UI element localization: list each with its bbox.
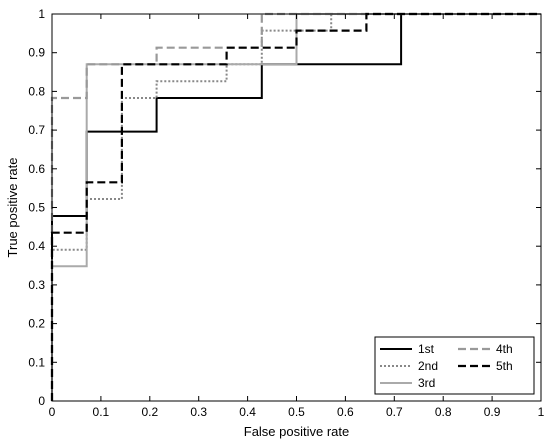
y-tick-label: 0.9 [28,46,45,60]
y-tick-label: 0 [38,394,45,408]
y-tick-label: 0.7 [28,123,45,137]
x-tick-label: 0.9 [484,405,501,419]
y-tick-label: 0.2 [28,317,45,331]
y-tick-label: 0.5 [28,201,45,215]
x-tick-label: 0 [49,405,56,419]
legend-label-2nd: 2nd [418,359,438,373]
ticks-layer: 0 0.1 0.2 0.3 0.4 0.5 0.6 0.7 0.8 0.9 1 0 0.1 0.2 0.3 0… [28,7,544,419]
x-tick-label: 1 [538,405,545,419]
series-line-1st [51,13,541,401]
x-tick-label: 0.3 [190,405,207,419]
x-tick-label: 0.2 [141,405,158,419]
series-line-2nd [51,13,541,401]
legend: 1st 2nd 3rd 4th 5th [374,336,535,395]
series-line-5th [50,12,541,401]
y-tick-label: 0.8 [28,84,45,98]
x-tick-label: 0.7 [386,405,403,419]
y-axis-label: True positive rate [5,158,20,258]
y-tick-label: 0.1 [28,355,45,369]
y-tick-label: 0.4 [28,239,45,253]
x-axis-label: False positive rate [244,424,350,439]
legend-label-3rd: 3rd [418,376,435,390]
series-line-4th [50,12,541,401]
x-tick-label: 0.1 [93,405,110,419]
x-tick-label: 0.6 [337,405,354,419]
legend-label-1st: 1st [418,342,435,356]
legend-label-4th: 4th [496,342,513,356]
y-tick-label: 0.6 [28,162,45,176]
legend-label-5th: 5th [496,359,513,373]
y-tick-label: 0.3 [28,278,45,292]
x-tick-label: 0.4 [239,405,256,419]
x-tick-label: 0.8 [435,405,452,419]
y-tick-label: 1 [38,7,45,21]
x-tick-label: 0.5 [288,405,305,419]
